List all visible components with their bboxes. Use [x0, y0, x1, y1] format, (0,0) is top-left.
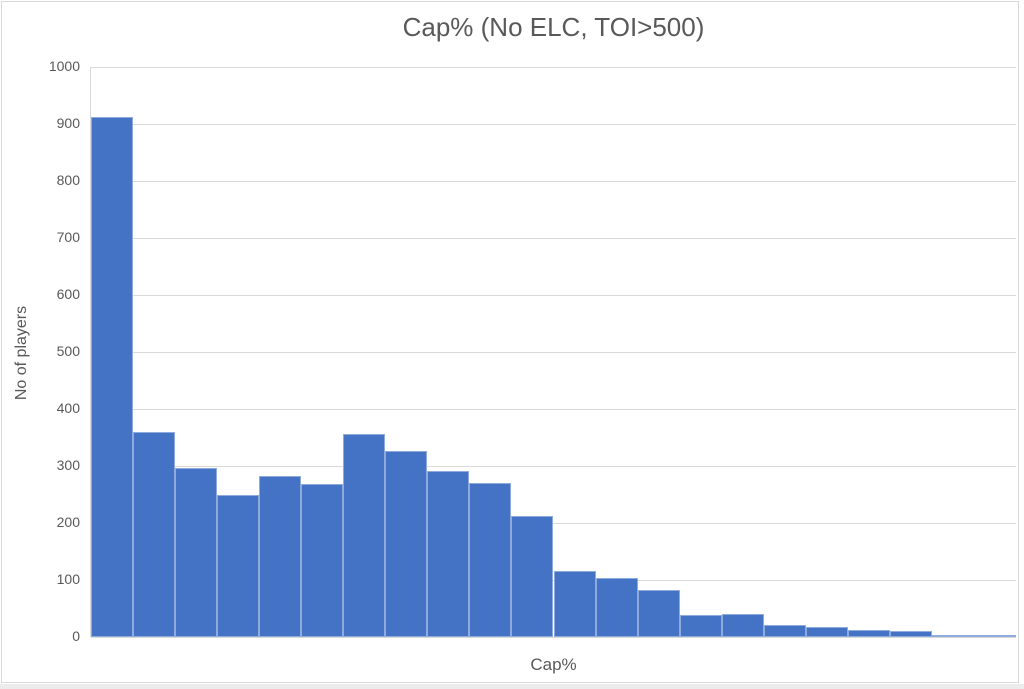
y-tick-label-300: 300 — [56, 457, 80, 473]
histogram-bar-7 — [343, 434, 386, 637]
gridline-y-200 — [91, 523, 1016, 524]
histogram-bar-22 — [973, 635, 1016, 637]
gridline-y-700 — [91, 238, 1016, 239]
gridline-y-800 — [91, 181, 1016, 182]
y-tick-label-800: 800 — [56, 172, 80, 188]
y-tick-label-900: 900 — [56, 115, 80, 131]
histogram-bar-11 — [511, 516, 554, 637]
histogram-bar-19 — [847, 630, 890, 637]
histogram-bar-3 — [175, 467, 218, 637]
histogram-bar-8 — [385, 450, 428, 637]
gridline-y-400 — [91, 409, 1016, 410]
y-axis-line — [90, 67, 91, 637]
histogram-bar-15 — [679, 615, 722, 637]
histogram-bar-5 — [259, 475, 302, 637]
histogram-bar-2 — [133, 431, 176, 637]
gridline-y-300 — [91, 466, 1016, 467]
gridline-y-900 — [91, 124, 1016, 125]
y-tick-label-1000: 1000 — [48, 58, 80, 74]
histogram-bar-17 — [763, 625, 806, 637]
histogram-bar-21 — [931, 635, 974, 637]
gridline-y-1000 — [91, 67, 1016, 68]
histogram-bar-12 — [553, 571, 596, 637]
histogram-bar-14 — [637, 590, 680, 637]
histogram-bar-18 — [805, 626, 848, 637]
histogram-bar-16 — [721, 613, 764, 637]
window-edge-strip — [0, 684, 1024, 689]
histogram-bar-1 — [91, 116, 134, 637]
y-tick-label-500: 500 — [56, 343, 80, 359]
histogram-bar-6 — [301, 484, 344, 637]
y-tick-label-700: 700 — [56, 229, 80, 245]
histogram-bar-4 — [217, 494, 260, 637]
y-tick-label-200: 200 — [56, 514, 80, 530]
histogram-bar-13 — [595, 578, 638, 637]
x-axis-title: Cap% — [530, 655, 577, 674]
gridline-y-600 — [91, 295, 1016, 296]
histogram-bar-10 — [469, 483, 512, 637]
chart-title: Cap% (No ELC, TOI>500) — [402, 12, 705, 42]
plot-area — [91, 67, 1016, 638]
y-tick-label-600: 600 — [56, 286, 80, 302]
y-tick-label-100: 100 — [56, 571, 80, 587]
gridline-y-0 — [91, 637, 1016, 638]
histogram-bar-20 — [889, 631, 932, 637]
y-tick-label-400: 400 — [56, 400, 80, 416]
gridline-y-500 — [91, 352, 1016, 353]
histogram-bar-9 — [427, 471, 470, 637]
y-tick-label-0: 0 — [72, 628, 80, 644]
